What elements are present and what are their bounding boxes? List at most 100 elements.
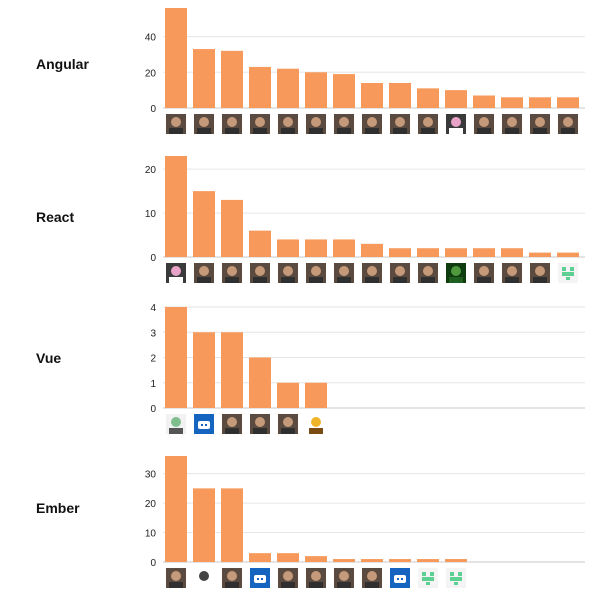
bar[interactable] xyxy=(417,559,439,562)
person-avatar[interactable] xyxy=(390,263,410,283)
bar[interactable] xyxy=(165,456,187,562)
bar[interactable] xyxy=(529,252,551,257)
bar[interactable] xyxy=(221,50,243,108)
cartoon-avatar[interactable] xyxy=(446,114,466,134)
person-avatar[interactable] xyxy=(418,114,438,134)
person-avatar[interactable] xyxy=(502,114,522,134)
avatar-shoulders xyxy=(365,128,379,134)
bar[interactable] xyxy=(445,559,467,562)
bar[interactable] xyxy=(333,559,355,562)
person-avatar[interactable] xyxy=(390,114,410,134)
cat-avatar[interactable] xyxy=(306,414,326,434)
bar[interactable] xyxy=(193,191,215,257)
person-avatar[interactable] xyxy=(250,263,270,283)
person-avatar[interactable] xyxy=(418,263,438,283)
bar[interactable] xyxy=(417,88,439,108)
person-avatar[interactable] xyxy=(278,568,298,588)
identicon-cell xyxy=(450,572,454,576)
person-avatar[interactable] xyxy=(278,263,298,283)
bar[interactable] xyxy=(221,488,243,562)
bar[interactable] xyxy=(417,248,439,257)
bar[interactable] xyxy=(221,332,243,408)
avatar-shoulders xyxy=(449,128,463,134)
identicon-avatar[interactable] xyxy=(446,568,466,588)
bar[interactable] xyxy=(249,553,271,562)
person-avatar[interactable] xyxy=(166,568,186,588)
person-avatar[interactable] xyxy=(362,568,382,588)
leaf-avatar[interactable] xyxy=(446,263,466,283)
avatar-shoulders xyxy=(421,128,435,134)
bar[interactable] xyxy=(305,556,327,562)
bar[interactable] xyxy=(501,248,523,257)
person-avatar[interactable] xyxy=(222,414,242,434)
person-avatar[interactable] xyxy=(194,263,214,283)
cartoon-avatar[interactable] xyxy=(166,263,186,283)
person-avatar[interactable] xyxy=(502,263,522,283)
identicon-avatar[interactable] xyxy=(418,568,438,588)
bar[interactable] xyxy=(165,307,187,408)
bar[interactable] xyxy=(361,243,383,257)
bar[interactable] xyxy=(249,66,271,108)
bar[interactable] xyxy=(221,199,243,257)
person-avatar[interactable] xyxy=(250,414,270,434)
person-avatar[interactable] xyxy=(474,263,494,283)
bot-avatar[interactable] xyxy=(194,414,214,434)
bar[interactable] xyxy=(277,382,299,408)
identicon-avatar[interactable] xyxy=(558,263,578,283)
bot-avatar[interactable] xyxy=(250,568,270,588)
person-avatar[interactable] xyxy=(194,114,214,134)
bar[interactable] xyxy=(361,559,383,562)
knot-avatar[interactable] xyxy=(194,568,214,588)
person-avatar[interactable] xyxy=(278,414,298,434)
person-avatar[interactable] xyxy=(222,263,242,283)
bar[interactable] xyxy=(445,248,467,257)
bar[interactable] xyxy=(473,95,495,109)
bar[interactable] xyxy=(557,97,579,108)
avatar-face xyxy=(451,266,461,276)
bar[interactable] xyxy=(305,382,327,408)
bar[interactable] xyxy=(277,68,299,108)
person-avatar[interactable] xyxy=(166,114,186,134)
person-avatar[interactable] xyxy=(306,114,326,134)
person-avatar[interactable] xyxy=(474,114,494,134)
person-avatar[interactable] xyxy=(334,568,354,588)
person-avatar[interactable] xyxy=(306,568,326,588)
bar[interactable] xyxy=(529,97,551,108)
bot-avatar[interactable] xyxy=(390,568,410,588)
bar[interactable] xyxy=(557,252,579,257)
person-avatar[interactable] xyxy=(362,114,382,134)
mascot-avatar[interactable] xyxy=(166,414,186,434)
bar[interactable] xyxy=(501,97,523,108)
person-avatar[interactable] xyxy=(334,263,354,283)
person-avatar[interactable] xyxy=(250,114,270,134)
bar[interactable] xyxy=(193,332,215,408)
bar[interactable] xyxy=(165,156,187,257)
bar[interactable] xyxy=(193,488,215,562)
bar[interactable] xyxy=(249,230,271,257)
bar[interactable] xyxy=(165,8,187,108)
bar[interactable] xyxy=(305,72,327,108)
person-avatar[interactable] xyxy=(530,114,550,134)
bar[interactable] xyxy=(389,559,411,562)
bar[interactable] xyxy=(333,239,355,257)
bar[interactable] xyxy=(361,83,383,108)
bar[interactable] xyxy=(389,83,411,108)
person-avatar[interactable] xyxy=(362,263,382,283)
person-avatar[interactable] xyxy=(222,114,242,134)
bar[interactable] xyxy=(445,90,467,108)
bar[interactable] xyxy=(305,239,327,257)
person-avatar[interactable] xyxy=(306,263,326,283)
bar[interactable] xyxy=(249,357,271,409)
avatar-shoulders xyxy=(309,582,323,588)
bar[interactable] xyxy=(389,248,411,257)
bar[interactable] xyxy=(277,239,299,257)
person-avatar[interactable] xyxy=(530,263,550,283)
bar[interactable] xyxy=(193,49,215,108)
person-avatar[interactable] xyxy=(222,568,242,588)
person-avatar[interactable] xyxy=(278,114,298,134)
bar[interactable] xyxy=(473,248,495,257)
bar[interactable] xyxy=(277,553,299,562)
person-avatar[interactable] xyxy=(334,114,354,134)
person-avatar[interactable] xyxy=(558,114,578,134)
bar[interactable] xyxy=(333,74,355,108)
